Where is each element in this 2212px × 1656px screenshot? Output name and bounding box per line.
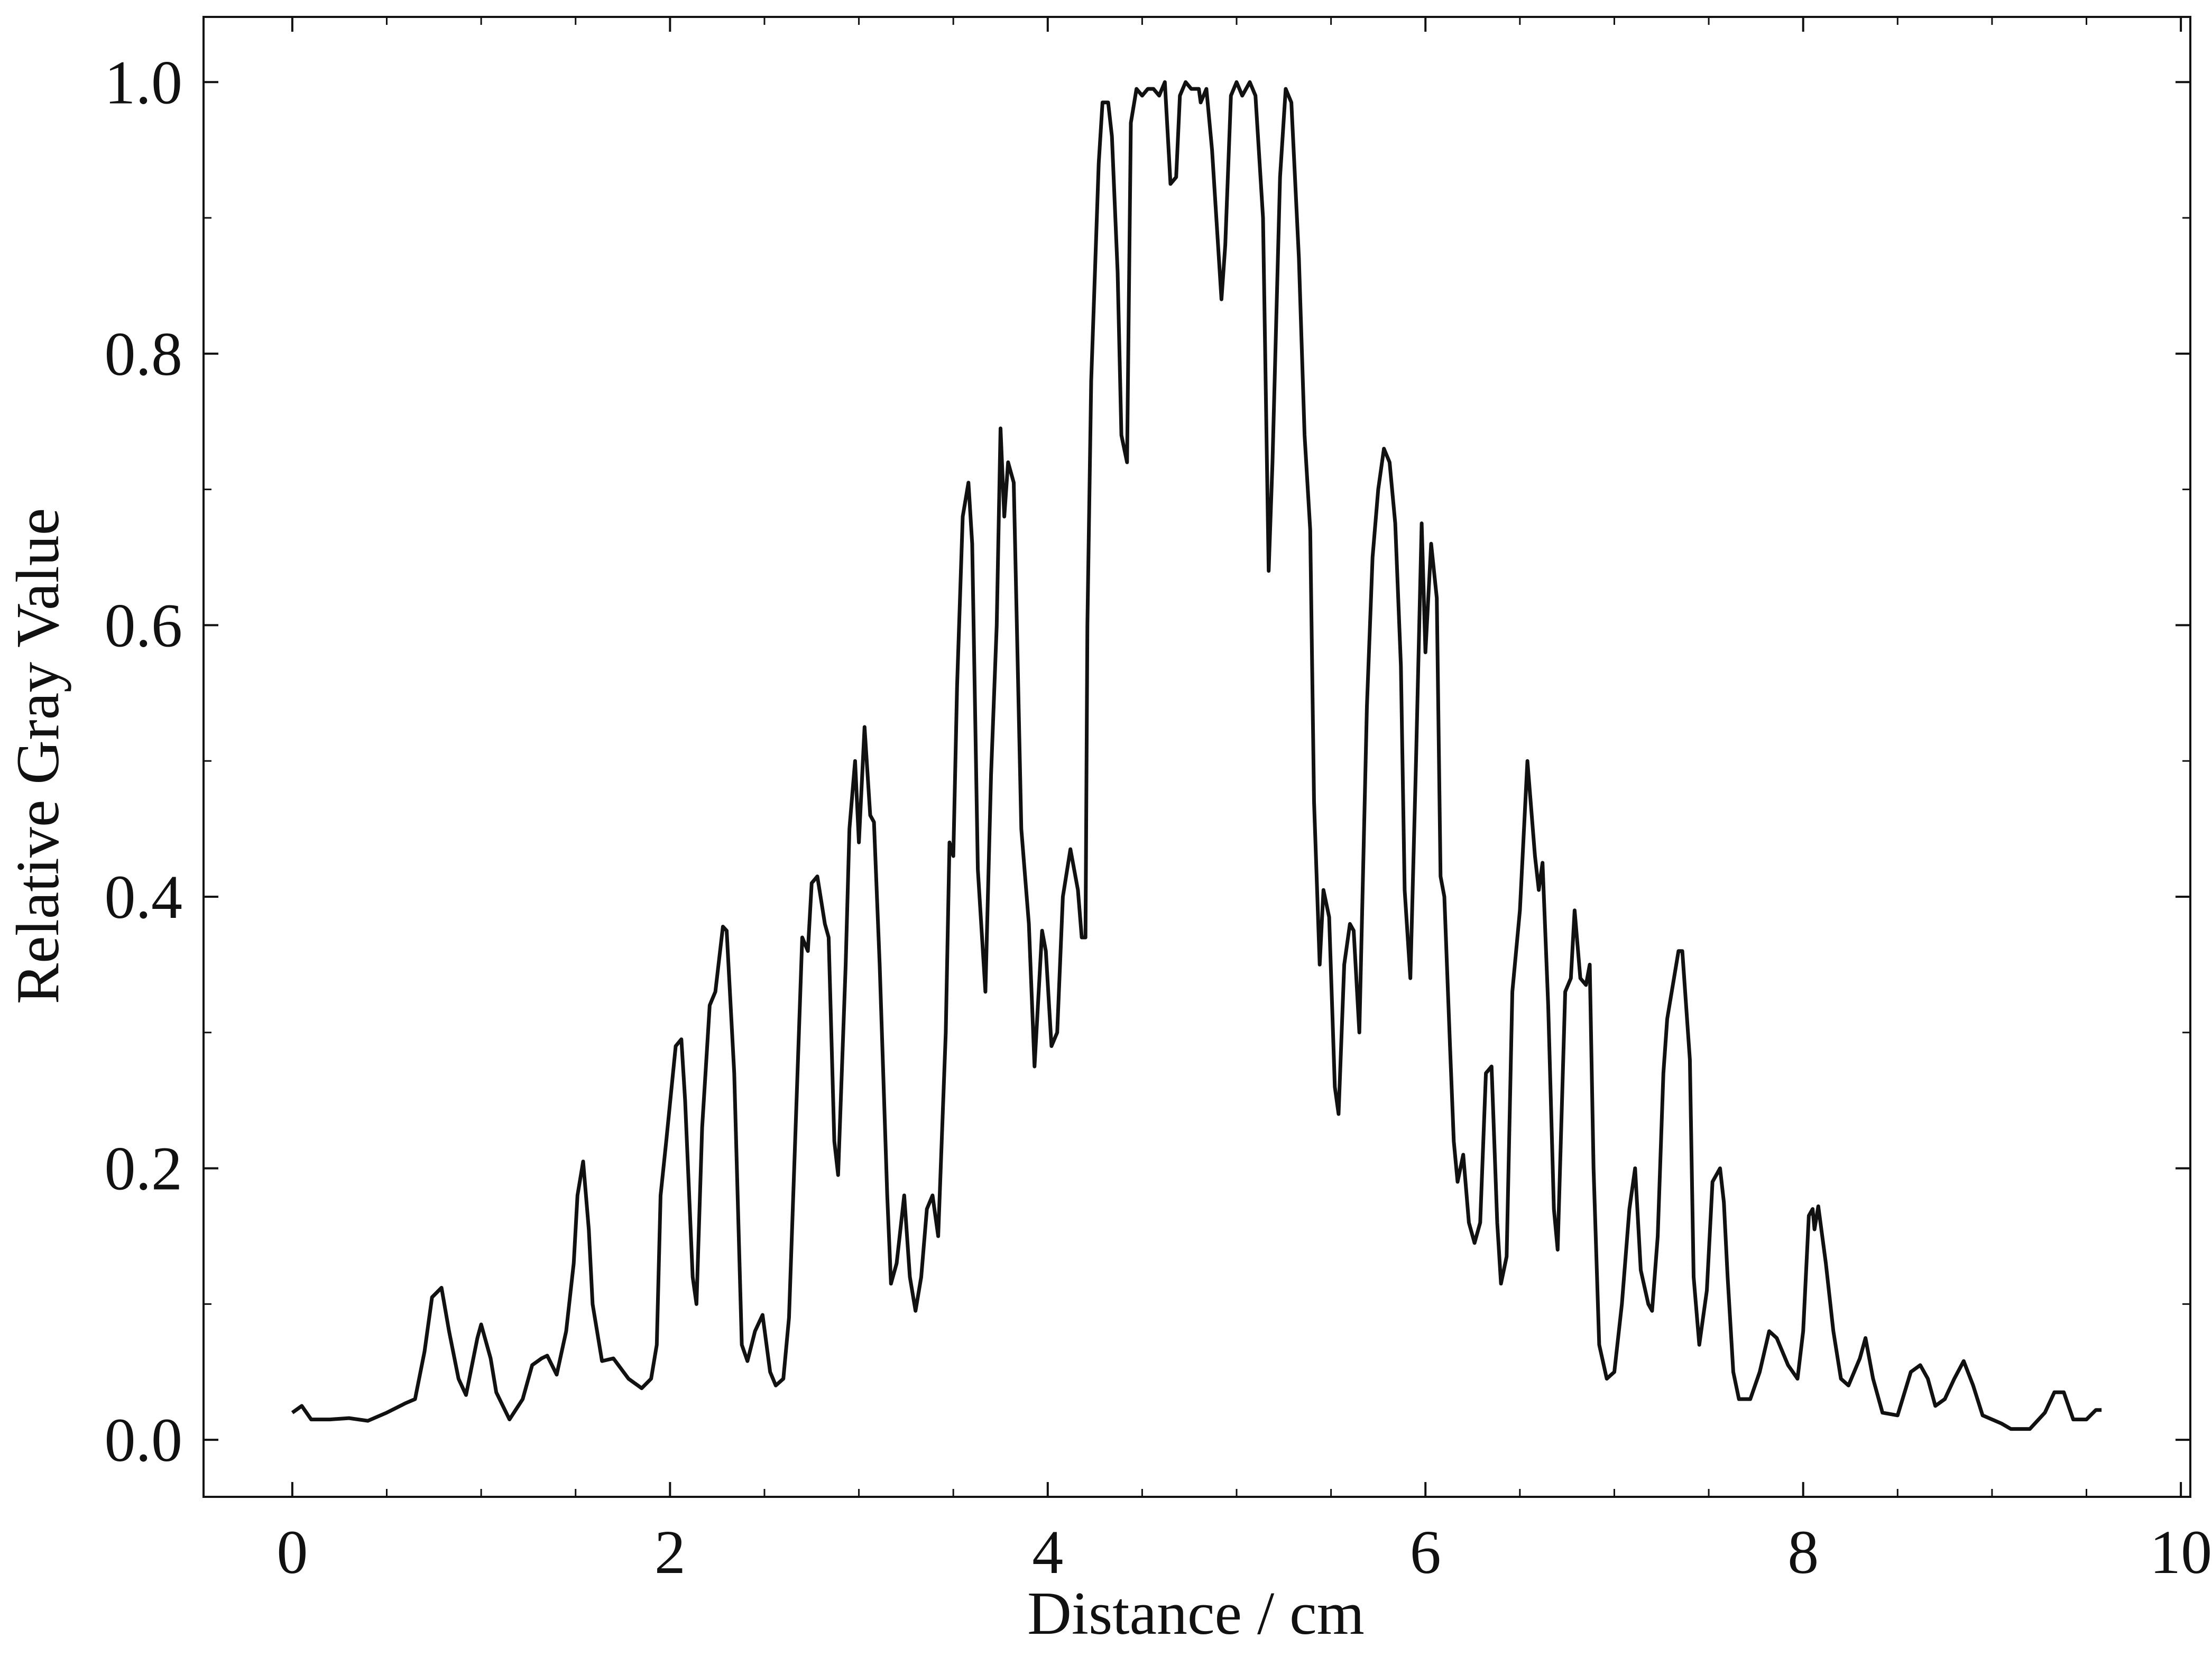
x-tick-label: 2 [655, 1517, 686, 1587]
y-tick-label: 1.0 [105, 48, 183, 117]
y-tick-label: 0.4 [105, 862, 183, 932]
y-tick-label: 0.8 [105, 319, 183, 389]
x-tick-label: 4 [1032, 1517, 1063, 1587]
y-tick-label: 0.0 [105, 1405, 183, 1475]
x-axis-label: Distance / cm [1027, 1580, 1365, 1648]
plot-frame [202, 16, 2191, 1498]
line-series [291, 80, 2102, 1431]
x-tick-label: 0 [276, 1517, 308, 1587]
x-tick-label: 6 [1410, 1517, 1441, 1587]
y-tick-label: 0.2 [105, 1134, 183, 1203]
y-tick-label: 0.6 [105, 591, 183, 660]
y-axis-label: Relative Gray Value [4, 508, 72, 1004]
x-tick-label: 8 [1787, 1517, 1819, 1587]
x-tick-label: 10 [2150, 1517, 2212, 1587]
